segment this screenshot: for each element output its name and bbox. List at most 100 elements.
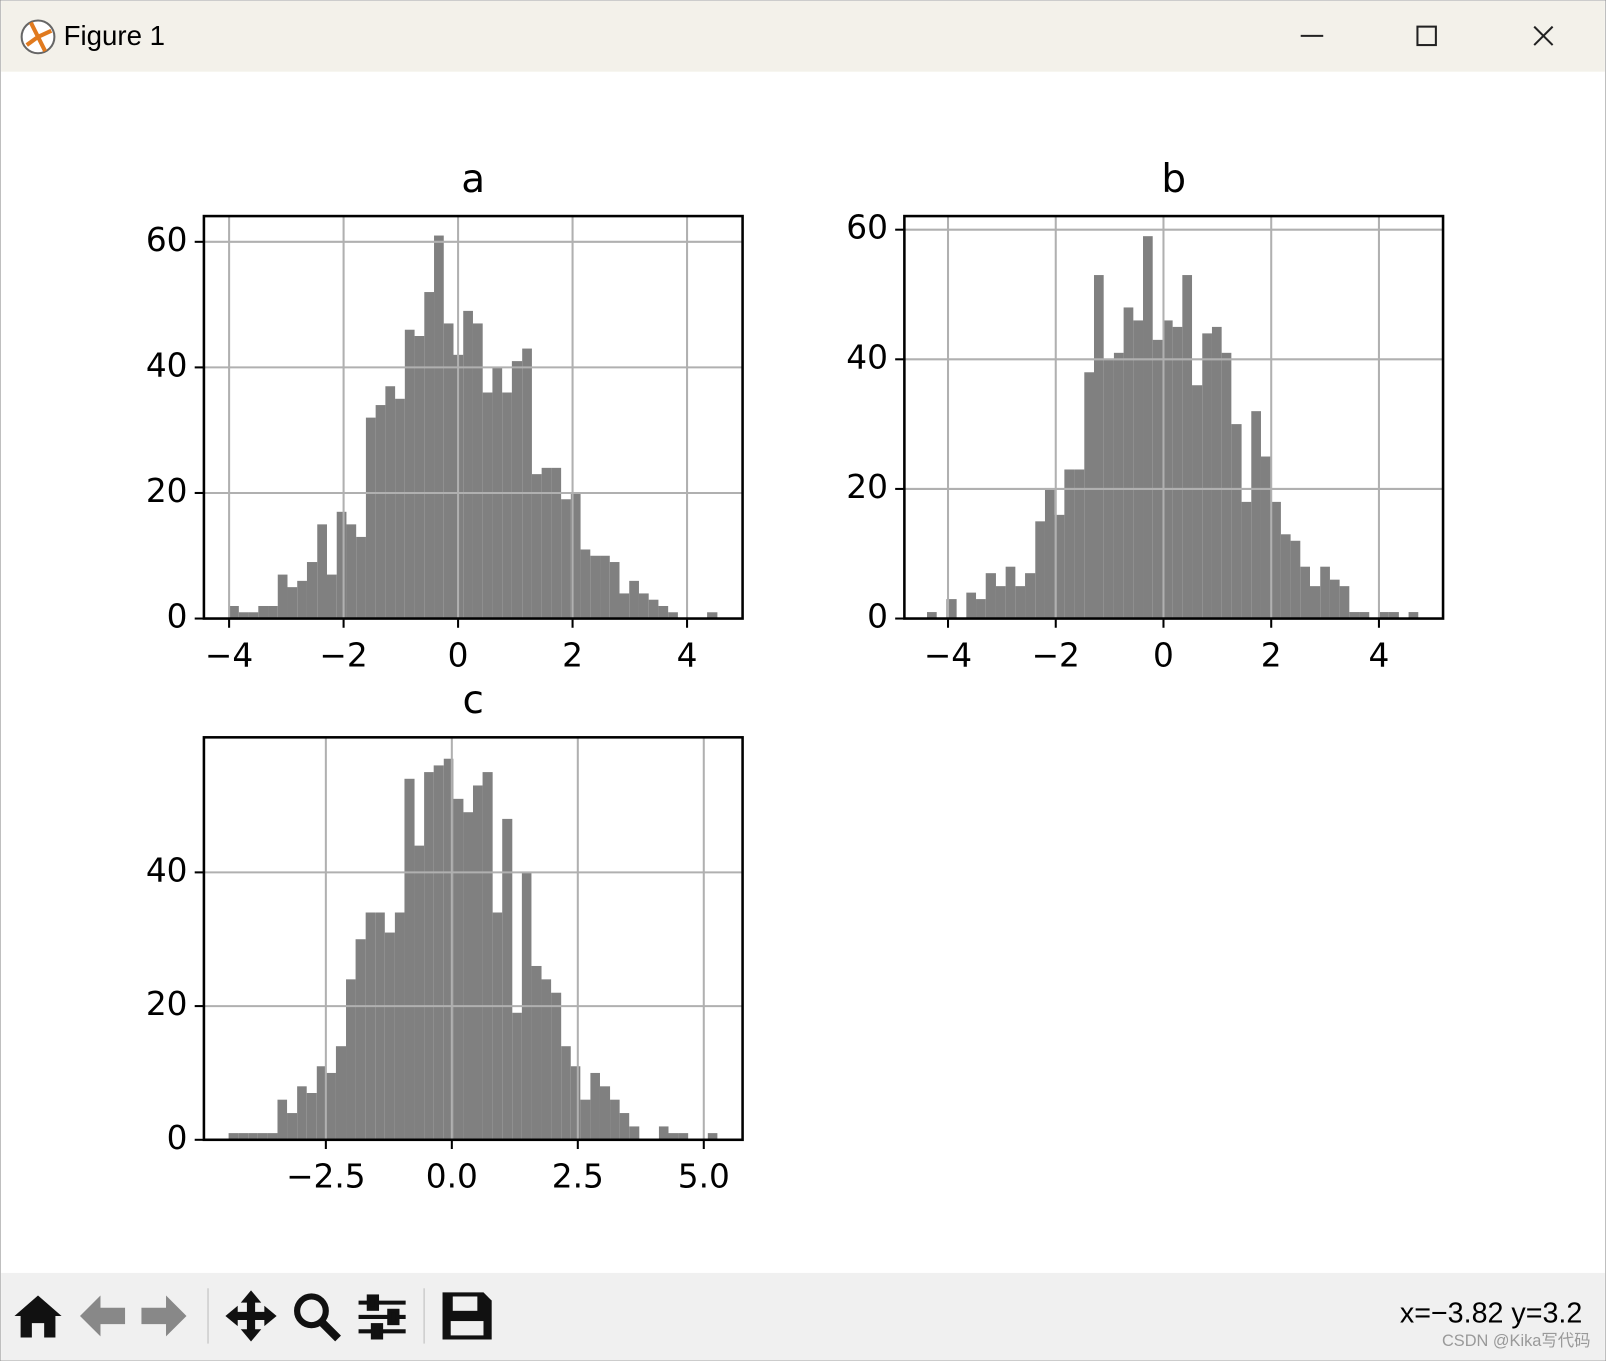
histogram-bar: [522, 348, 532, 619]
histogram-bar: [238, 612, 249, 619]
zoom-button[interactable]: [294, 1293, 341, 1342]
histogram-bar: [277, 1099, 288, 1140]
histogram-bar: [433, 765, 444, 1140]
histogram-bar: [317, 524, 327, 619]
histogram-bar: [1290, 540, 1301, 619]
histogram-bar: [1182, 275, 1193, 619]
histogram-bar: [248, 612, 259, 619]
histogram-bar: [1084, 372, 1094, 619]
x-tick-label: −4: [924, 636, 972, 674]
forward-button[interactable]: [141, 1295, 187, 1337]
histogram-bar: [638, 593, 649, 619]
back-button[interactable]: [80, 1295, 126, 1337]
histogram-bar: [512, 1012, 522, 1140]
histogram-bar: [365, 417, 376, 619]
histogram-bar: [541, 979, 552, 1140]
histogram-bar: [600, 555, 610, 619]
histogram-bar: [946, 599, 957, 619]
histogram-bar: [1388, 612, 1399, 619]
histogram-bar: [619, 1113, 630, 1140]
maximize-button[interactable]: [1416, 25, 1437, 47]
histogram-bar: [1280, 534, 1291, 619]
x-tick-label: 2.5: [552, 1158, 604, 1196]
axes-frame: [202, 736, 744, 1142]
close-button[interactable]: [1533, 25, 1554, 46]
histogram-bar: [1231, 424, 1242, 619]
histogram-bar: [1054, 514, 1065, 619]
histogram-bar: [531, 965, 542, 1140]
home-button[interactable]: [14, 1295, 62, 1338]
histogram-bar: [561, 1046, 571, 1140]
histogram-bar: [306, 1093, 317, 1140]
histogram-bar: [434, 235, 444, 619]
x-tick-label: 2: [1261, 636, 1282, 674]
histogram-bar: [511, 361, 523, 619]
histogram-bar: [580, 549, 591, 619]
histogram-bar: [453, 798, 464, 1140]
y-tick-label: 40: [846, 338, 888, 376]
histogram-bar: [1113, 352, 1124, 619]
histogram-bar: [1320, 566, 1330, 619]
histogram-bar: [1143, 236, 1153, 619]
y-tick-label: 60: [846, 209, 888, 247]
histogram-bar: [648, 599, 659, 619]
x-tick-label: −2.5: [286, 1158, 366, 1196]
histogram-bar: [707, 1133, 718, 1140]
histogram-bar: [551, 467, 562, 619]
x-tick-label: 2: [562, 636, 583, 674]
histogram-bar: [551, 992, 562, 1140]
histogram-bar: [599, 1086, 611, 1140]
histogram-bar: [238, 1133, 249, 1140]
histogram-bar: [966, 592, 977, 619]
pan-button[interactable]: [225, 1290, 277, 1342]
configure-button[interactable]: [358, 1294, 406, 1340]
y-tick-label: 20: [846, 468, 888, 506]
histogram-bar: [1133, 320, 1144, 619]
watermark: CSDN @Kika写代码: [1442, 1332, 1591, 1350]
histogram-bar: [609, 562, 620, 619]
histogram-bar: [1241, 501, 1252, 619]
histogram-bar: [1329, 579, 1340, 619]
histogram-bar: [570, 1066, 581, 1140]
histogram-bar: [610, 1099, 620, 1140]
histogram-bar: [1172, 326, 1183, 619]
histogram-bar: [570, 492, 581, 619]
chart-title: c: [463, 678, 484, 723]
histogram-bar: [1300, 566, 1310, 619]
save-button[interactable]: [442, 1292, 492, 1340]
x-tick-label: 4: [677, 636, 698, 674]
histogram-bar: [326, 1072, 336, 1140]
histogram-bar: [443, 323, 454, 619]
histogram-bar: [976, 599, 986, 619]
y-tick-label: 40: [146, 346, 188, 384]
histogram-bar: [1074, 469, 1085, 619]
histogram-bar: [287, 587, 298, 619]
histogram-bar: [619, 593, 630, 619]
y-tick-label: 40: [146, 851, 188, 889]
histogram-bar: [287, 1113, 298, 1140]
histogram-bar: [365, 912, 376, 1140]
histogram-bar: [1064, 469, 1075, 619]
app-icon: [20, 19, 56, 55]
histogram-bar: [1035, 521, 1045, 619]
histogram-bar: [1309, 586, 1321, 619]
axes-frame: [903, 214, 1445, 620]
histogram-bar: [502, 818, 513, 1140]
y-tick-label: 60: [146, 221, 188, 259]
x-tick-label: 0: [448, 636, 469, 674]
histogram-bar: [561, 499, 571, 619]
histogram-bar: [384, 932, 395, 1140]
x-tick-label: 0.0: [426, 1158, 478, 1196]
histogram-bar: [257, 1133, 268, 1140]
histogram-bar: [375, 405, 386, 619]
histogram-bar: [1270, 501, 1281, 619]
histogram-bar: [326, 574, 337, 619]
x-tick-label: 0: [1153, 636, 1174, 674]
histogram-bar: [1202, 333, 1212, 619]
histogram-bar: [335, 1046, 347, 1140]
window-title: Figure 1: [64, 20, 165, 51]
histogram-bar: [297, 580, 307, 619]
histogram-bar: [472, 785, 483, 1140]
